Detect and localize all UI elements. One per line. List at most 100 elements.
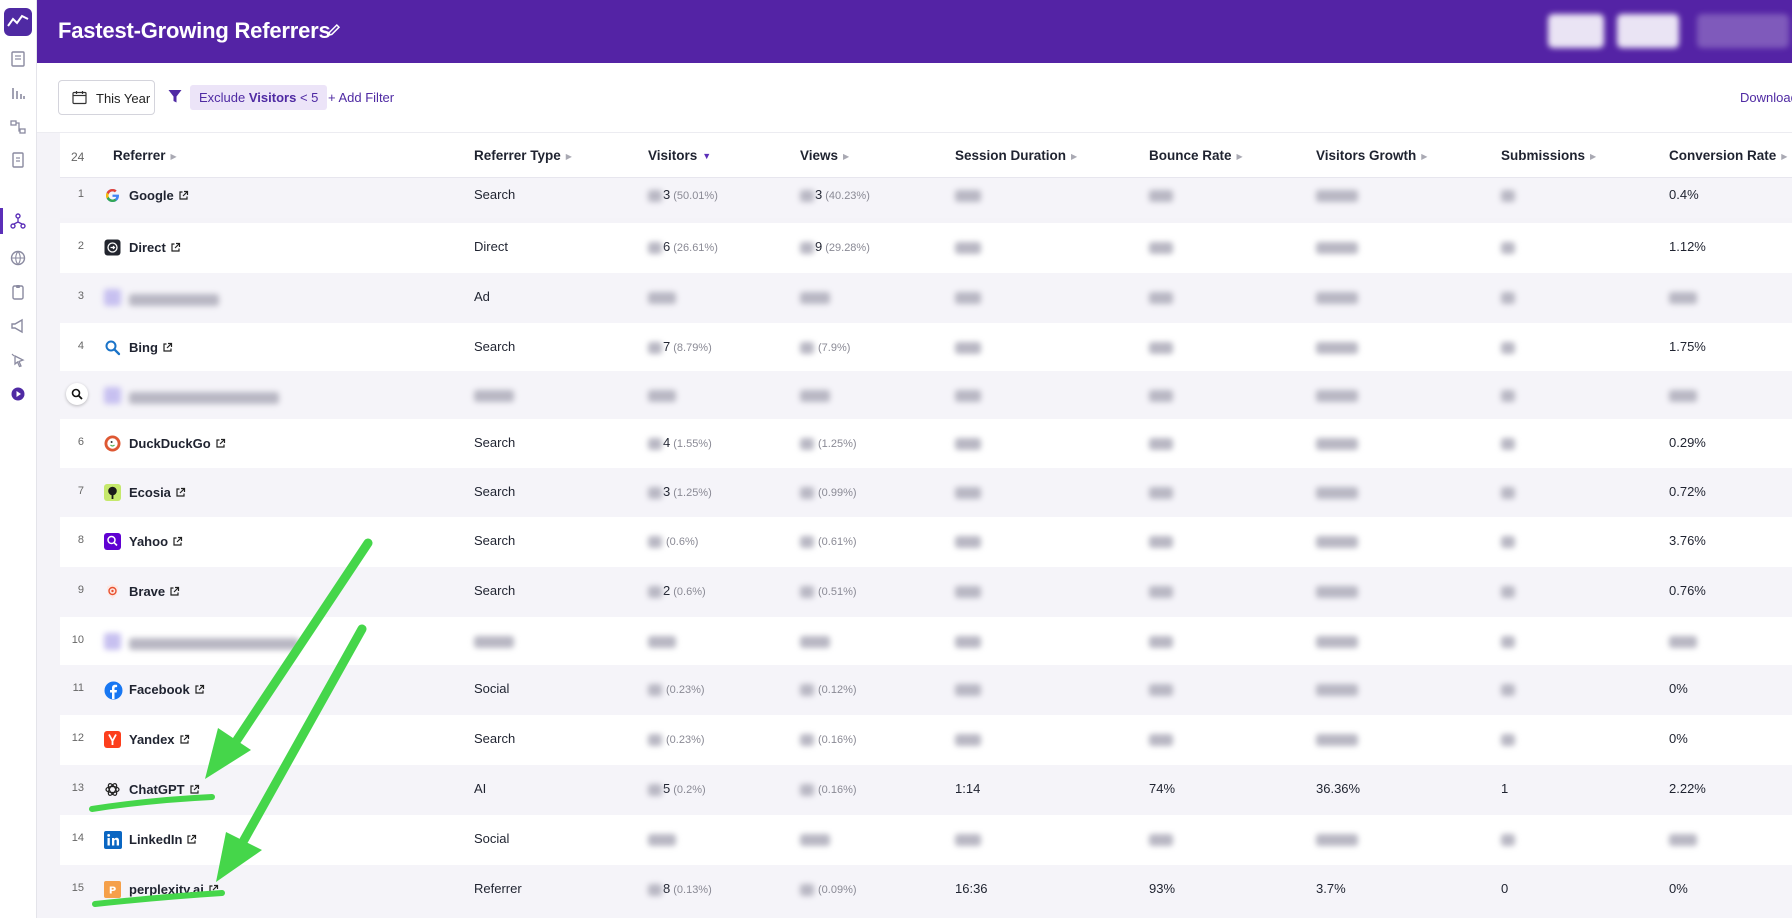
referrer-name[interactable]: Facebook [129, 682, 205, 697]
col-visitors-growth[interactable]: Visitors Growth ▶ [1316, 148, 1428, 163]
external-link-icon[interactable] [162, 342, 173, 353]
cell-growth [1316, 187, 1358, 202]
cursor-click-icon[interactable] [9, 351, 27, 369]
cell-bounce [1149, 831, 1173, 846]
megaphone-icon[interactable] [9, 317, 27, 335]
search-button[interactable] [66, 383, 88, 405]
page-header: Fastest-Growing Referrers [37, 0, 1792, 63]
cell-views: (0.99%) [800, 484, 857, 499]
table-row[interactable]: 11 Facebook Social (0.23%) (0.12%) 0% [60, 665, 1792, 715]
table-row[interactable]: 13 ChatGPT AI 5 (0.2%) (0.16%) 1:14 74% 36.36% 1 2… [60, 765, 1792, 815]
external-link-icon[interactable] [179, 734, 190, 745]
cell-visitors [648, 633, 676, 648]
blurred-icon [104, 387, 121, 404]
bing-icon [104, 339, 121, 356]
edit-title-icon[interactable] [326, 22, 342, 38]
external-link-icon[interactable] [208, 884, 219, 895]
filter-chip[interactable]: Exclude Visitors < 5 [190, 85, 328, 110]
referrer-name[interactable]: Yahoo [129, 534, 183, 549]
col-session-duration[interactable]: Session Duration ▶ [955, 148, 1078, 163]
external-link-icon[interactable] [175, 487, 186, 498]
cell-bounce [1149, 583, 1173, 598]
cell-visitors: 8 (0.13%) [648, 881, 712, 896]
table-row[interactable]: 2 Direct Direct 6 (26.61%) 9 (29.28%) 1.12% [60, 223, 1792, 273]
table-row[interactable]: 3 Ad [60, 273, 1792, 323]
header-action-button[interactable] [1548, 14, 1604, 48]
referrer-name[interactable]: Google [129, 188, 189, 203]
table-row[interactable] [60, 371, 1792, 419]
row-rank: 8 [77, 534, 84, 546]
flow-icon[interactable] [9, 118, 27, 136]
cell-growth [1316, 239, 1358, 254]
referrer-name[interactable]: Yandex [129, 732, 190, 747]
cell-session: 1:14 [955, 781, 981, 796]
dashboard-icon[interactable] [9, 50, 27, 68]
globe-icon[interactable] [9, 249, 27, 267]
external-link-icon[interactable] [194, 684, 205, 695]
table-row[interactable]: 8 Yahoo Search (0.6%) (0.61%) 3.76% [60, 517, 1792, 567]
header-action-button[interactable] [1697, 14, 1789, 48]
col-submissions[interactable]: Submissions ▶ [1501, 148, 1597, 163]
referrers-icon[interactable] [9, 212, 27, 230]
table-row[interactable]: 14 LinkedIn Social [60, 815, 1792, 865]
cell-views [800, 387, 830, 402]
col-conversion-rate[interactable]: Conversion Rate ▶ [1669, 148, 1788, 163]
col-views[interactable]: Views ▶ [800, 148, 850, 163]
page-title: Fastest-Growing Referrers [58, 18, 331, 43]
cell-subs [1501, 239, 1515, 254]
cell-subs: 0 [1501, 881, 1509, 896]
referrer-name[interactable]: Bing [129, 340, 173, 355]
cell-subs [1501, 435, 1515, 450]
col-referrer-type[interactable]: Referrer Type ▶ [474, 148, 572, 163]
cell-visitors: 6 (26.61%) [648, 239, 718, 254]
cell-type: AI [474, 781, 487, 796]
table-row[interactable]: 6 DuckDuckGo Search 4 (1.55%) (1.25%) 0.29% [60, 419, 1792, 468]
table-row[interactable]: 4 Bing Search 7 (8.79%) (7.9%) 1.75% [60, 323, 1792, 371]
referrer-name[interactable]: LinkedIn [129, 832, 197, 847]
cell-visitors: 5 (0.2%) [648, 781, 706, 796]
col-bounce-rate[interactable]: Bounce Rate ▶ [1149, 148, 1243, 163]
table-row[interactable]: 12 Yandex Search (0.23%) (0.16%) 0% [60, 715, 1792, 765]
table-row[interactable]: 7 Ecosia Search 3 (1.25%) (0.99%) 0.72% [60, 468, 1792, 517]
clipboard-icon[interactable] [9, 283, 27, 301]
app-logo[interactable] [4, 8, 32, 36]
play-icon[interactable] [9, 385, 27, 403]
cell-conv: 0% [1669, 731, 1688, 746]
external-link-icon[interactable] [170, 242, 181, 253]
cell-conv: 0.72% [1669, 484, 1706, 499]
header-action-button[interactable] [1617, 14, 1679, 48]
referrer-name[interactable]: perplexity.ai [129, 882, 219, 897]
calendar-icon [72, 91, 87, 105]
report-icon[interactable] [9, 151, 27, 169]
table-row[interactable]: 1 Google Search 3 (50.01%) 3 (40.23%) 0.4% [60, 178, 1792, 218]
filter-funnel-icon[interactable] [168, 89, 182, 104]
cell-subs [1501, 731, 1515, 746]
referrer-name[interactable]: Brave [129, 584, 180, 599]
external-link-icon[interactable] [186, 834, 197, 845]
cell-session [955, 387, 981, 402]
col-referrer[interactable]: Referrer ▶ [113, 148, 177, 163]
external-link-icon[interactable] [215, 438, 226, 449]
referrer-name[interactable]: Direct [129, 240, 181, 255]
bar-chart-icon[interactable] [9, 84, 27, 102]
referrer-name[interactable]: ChatGPT [129, 782, 200, 797]
referrers-table: 24 Referrer ▶ Referrer Type ▶ Visitors ▼ Vi… [37, 133, 1792, 918]
external-link-icon[interactable] [189, 784, 200, 795]
external-link-icon[interactable] [169, 586, 180, 597]
cell-growth [1316, 533, 1358, 548]
referrer-name[interactable]: Ecosia [129, 485, 186, 500]
table-row[interactable]: 10 [60, 617, 1792, 665]
referrer-name[interactable]: DuckDuckGo [129, 436, 226, 451]
date-range-button[interactable]: This Year [58, 80, 155, 115]
add-filter-button[interactable]: + Add Filter [328, 90, 395, 105]
external-link-icon[interactable] [178, 190, 189, 201]
download-link[interactable]: Download [1740, 90, 1792, 105]
cell-type: Search [474, 187, 516, 202]
table-row[interactable]: 9 Brave Search 2 (0.6%) (0.51%) 0.76% [60, 567, 1792, 617]
external-link-icon[interactable] [172, 536, 183, 547]
col-visitors[interactable]: Visitors ▼ [648, 148, 712, 163]
cell-bounce [1149, 289, 1173, 304]
cell-subs [1501, 583, 1515, 598]
cell-views: (0.61%) [800, 533, 857, 548]
